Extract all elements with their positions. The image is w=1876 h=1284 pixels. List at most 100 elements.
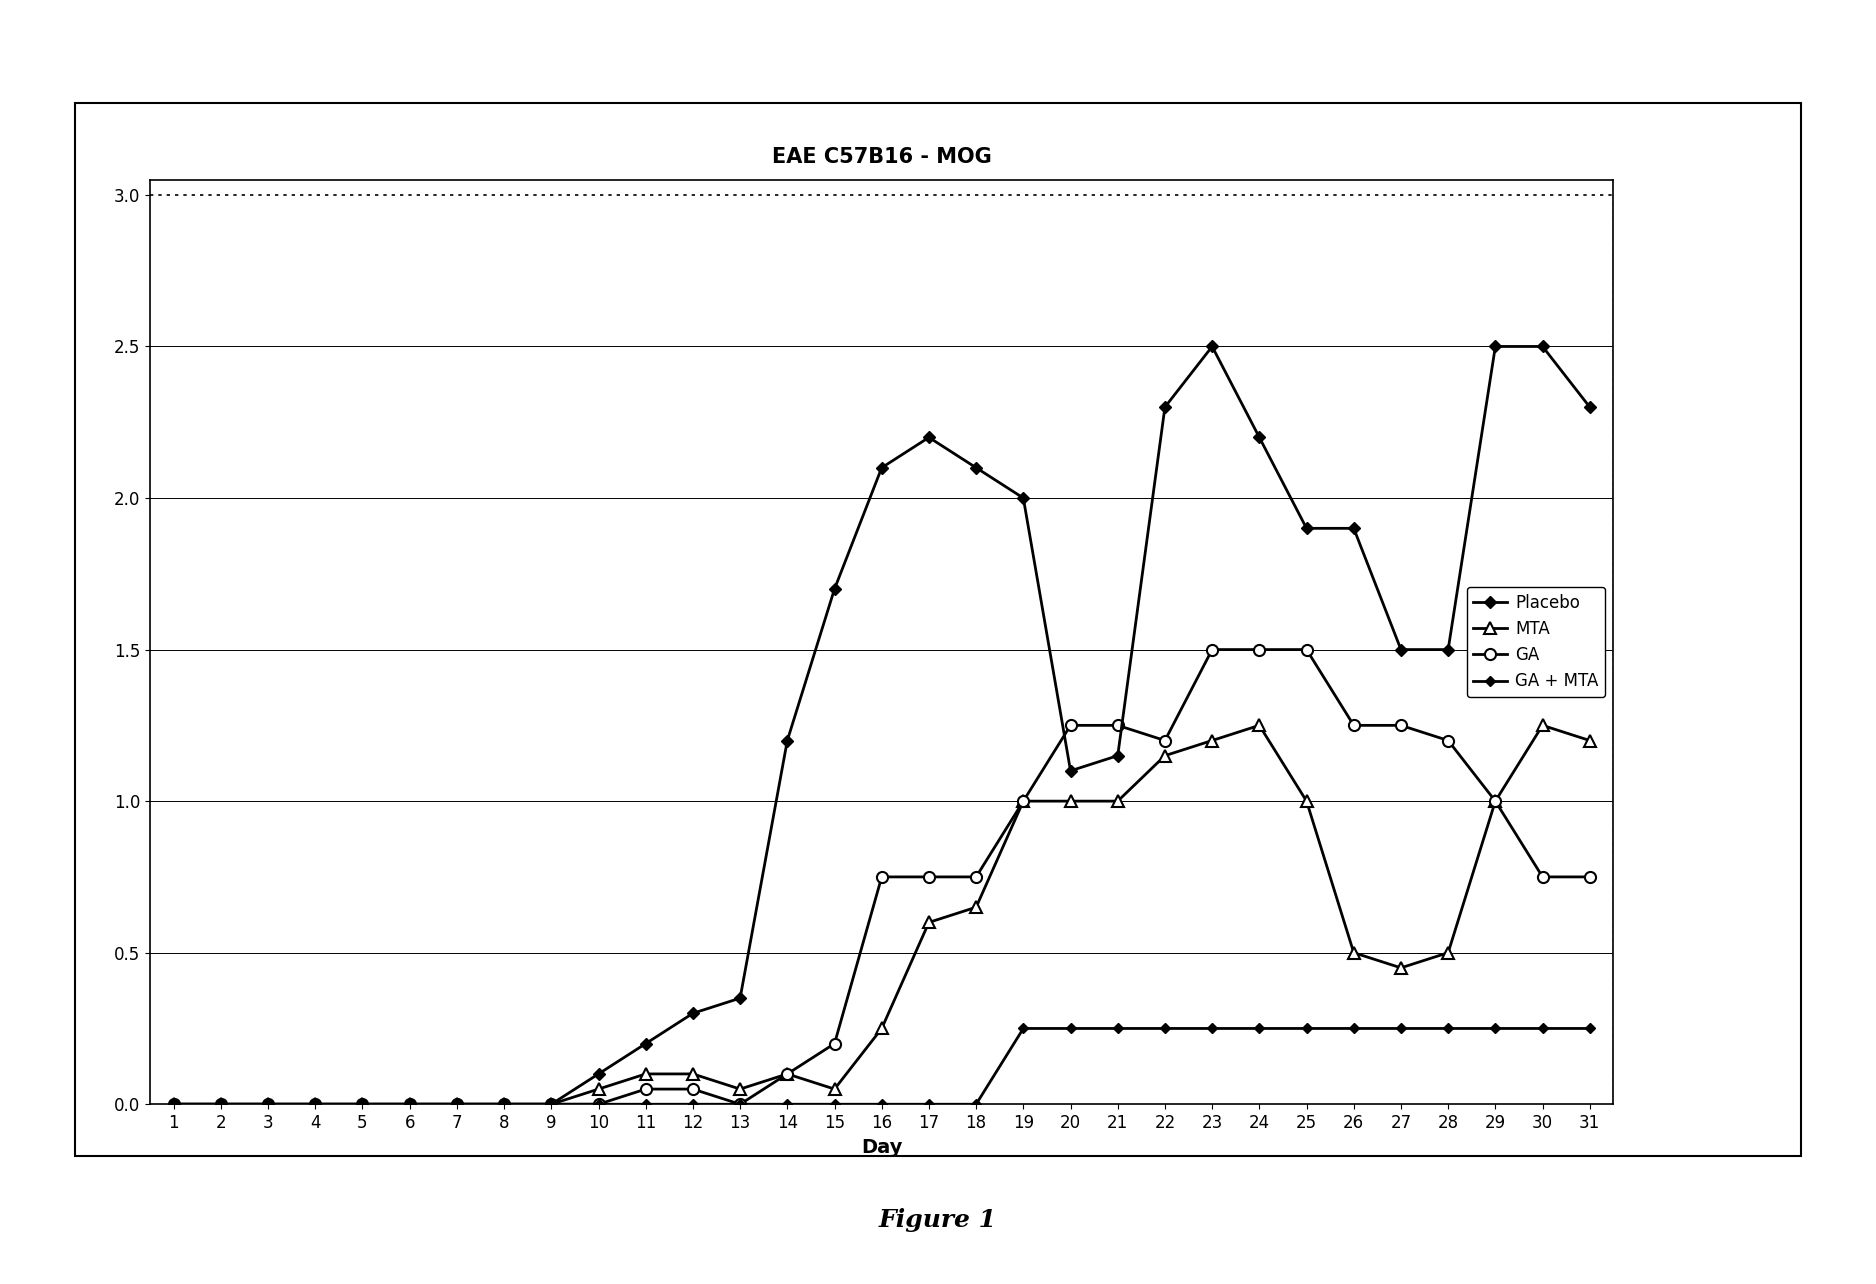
GA + MTA: [257, 1097, 280, 1112]
X-axis label: Day: Day: [861, 1138, 902, 1157]
GA: [1201, 642, 1223, 657]
Placebo: [257, 1097, 280, 1112]
GA + MTA: [777, 1097, 799, 1112]
GA: [824, 1036, 846, 1052]
Line: MTA: MTA: [169, 720, 1595, 1109]
MTA: [1390, 960, 1413, 976]
GA: [398, 1097, 420, 1112]
GA + MTA: [681, 1097, 704, 1112]
Placebo: [1437, 642, 1460, 657]
GA: [1437, 733, 1460, 749]
GA: [304, 1097, 326, 1112]
Placebo: [777, 733, 799, 749]
GA + MTA: [1154, 1021, 1176, 1036]
MTA: [351, 1097, 373, 1112]
MTA: [398, 1097, 420, 1112]
GA: [1578, 869, 1600, 885]
GA + MTA: [1390, 1021, 1413, 1036]
GA + MTA: [398, 1097, 420, 1112]
GA + MTA: [493, 1097, 516, 1112]
GA: [681, 1081, 704, 1097]
MTA: [1107, 794, 1129, 809]
Line: GA + MTA: GA + MTA: [171, 1025, 1593, 1108]
Placebo: [351, 1097, 373, 1112]
GA: [1060, 718, 1082, 733]
Placebo: [964, 460, 987, 475]
GA + MTA: [1343, 1021, 1366, 1036]
GA + MTA: [1107, 1021, 1129, 1036]
GA + MTA: [540, 1097, 563, 1112]
GA: [777, 1066, 799, 1081]
GA: [1011, 794, 1034, 809]
GA: [1390, 718, 1413, 733]
MTA: [1248, 718, 1270, 733]
MTA: [540, 1097, 563, 1112]
GA: [634, 1081, 657, 1097]
Placebo: [1248, 430, 1270, 446]
MTA: [163, 1097, 186, 1112]
GA: [493, 1097, 516, 1112]
MTA: [917, 914, 940, 930]
GA: [446, 1097, 469, 1112]
Placebo: [1390, 642, 1413, 657]
GA: [1484, 794, 1506, 809]
MTA: [1484, 794, 1506, 809]
Legend: Placebo, MTA, GA, GA + MTA: Placebo, MTA, GA, GA + MTA: [1467, 587, 1606, 697]
GA + MTA: [1011, 1021, 1034, 1036]
Placebo: [304, 1097, 326, 1112]
GA: [964, 869, 987, 885]
Placebo: [493, 1097, 516, 1112]
GA: [1531, 869, 1553, 885]
MTA: [304, 1097, 326, 1112]
GA + MTA: [163, 1097, 186, 1112]
GA + MTA: [1484, 1021, 1506, 1036]
GA + MTA: [730, 1097, 752, 1112]
MTA: [587, 1081, 610, 1097]
GA: [1343, 718, 1366, 733]
Placebo: [446, 1097, 469, 1112]
MTA: [730, 1081, 752, 1097]
GA + MTA: [1531, 1021, 1553, 1036]
Placebo: [1578, 399, 1600, 415]
GA: [730, 1097, 752, 1112]
MTA: [493, 1097, 516, 1112]
MTA: [777, 1066, 799, 1081]
Title: EAE C57B16 - MOG: EAE C57B16 - MOG: [771, 148, 992, 167]
GA + MTA: [1201, 1021, 1223, 1036]
GA + MTA: [964, 1097, 987, 1112]
Placebo: [634, 1036, 657, 1052]
GA: [1294, 642, 1317, 657]
Placebo: [540, 1097, 563, 1112]
Placebo: [824, 582, 846, 597]
GA + MTA: [1437, 1021, 1460, 1036]
GA + MTA: [824, 1097, 846, 1112]
Placebo: [1343, 520, 1366, 535]
MTA: [634, 1066, 657, 1081]
GA + MTA: [446, 1097, 469, 1112]
GA + MTA: [587, 1097, 610, 1112]
MTA: [681, 1066, 704, 1081]
Placebo: [1154, 399, 1176, 415]
GA + MTA: [1060, 1021, 1082, 1036]
MTA: [824, 1081, 846, 1097]
MTA: [210, 1097, 233, 1112]
MTA: [257, 1097, 280, 1112]
GA + MTA: [634, 1097, 657, 1112]
Placebo: [1107, 749, 1129, 764]
MTA: [1578, 733, 1600, 749]
GA: [917, 869, 940, 885]
GA: [210, 1097, 233, 1112]
GA: [587, 1097, 610, 1112]
GA: [163, 1097, 186, 1112]
Placebo: [1531, 339, 1553, 354]
GA: [1154, 733, 1176, 749]
Placebo: [1201, 339, 1223, 354]
MTA: [1437, 945, 1460, 960]
Text: Figure 1: Figure 1: [880, 1208, 996, 1231]
Placebo: [1011, 490, 1034, 506]
Line: Placebo: Placebo: [169, 343, 1595, 1108]
MTA: [1531, 718, 1553, 733]
Placebo: [1060, 763, 1082, 778]
MTA: [1343, 945, 1366, 960]
GA + MTA: [1248, 1021, 1270, 1036]
